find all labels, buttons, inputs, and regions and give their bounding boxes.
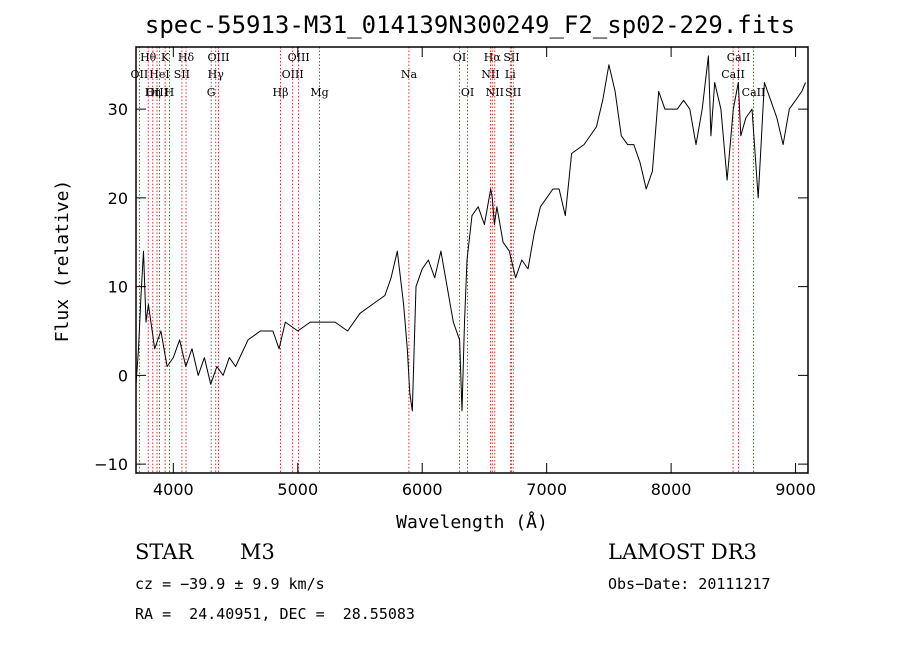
line-marker-label: OIII xyxy=(207,51,229,64)
y-tick-label: 10 xyxy=(108,278,128,297)
line-marker-label: Li xyxy=(505,68,516,81)
line-marker-label: OIII xyxy=(288,51,310,64)
line-marker-label: OIII xyxy=(282,68,304,81)
line-marker-label: SII xyxy=(503,51,519,64)
x-tick-label: 9000 xyxy=(775,480,816,499)
x-tick-label: 7000 xyxy=(526,480,567,499)
line-marker-label: OI xyxy=(453,51,466,64)
line-marker-label: Hθ xyxy=(140,51,157,64)
axes: 4000 5000 6000 7000 8000 9000 −10 0 10 20 30 xyxy=(94,47,816,499)
y-axis-label: Flux (relative) xyxy=(52,180,73,343)
line-marker-label: SII xyxy=(505,86,521,99)
line-marker-label: SII xyxy=(174,68,190,81)
line-marker-label: CaII xyxy=(727,51,751,64)
line-marker-label: OII xyxy=(131,68,149,81)
x-tick-label: 5000 xyxy=(277,480,318,499)
line-marker-label: Mg xyxy=(310,86,328,99)
line-marker-label: Na xyxy=(401,68,418,81)
x-axis-label: Wavelength (Å) xyxy=(396,511,548,533)
line-marker-label: K xyxy=(161,51,170,64)
line-marker-label: Hγ xyxy=(208,68,225,81)
spectrum-plot xyxy=(135,55,806,412)
line-marker-label: HeI xyxy=(149,68,169,81)
plot-frame xyxy=(135,46,809,474)
line-marker-label: CaII xyxy=(742,86,766,99)
line-marker-label: Hη xyxy=(145,86,161,99)
spectrum-line xyxy=(135,55,806,412)
y-tick-label: −10 xyxy=(94,455,128,474)
line-marker-label: H xyxy=(165,86,175,99)
sky-coordinates: RA = 24.40951, DEC = 28.55083 xyxy=(135,605,415,623)
redshift-velocity: cz = −39.9 ± 9.9 km/s xyxy=(135,575,325,593)
y-tick-label: 0 xyxy=(118,366,128,385)
y-tick-label: 30 xyxy=(108,100,128,119)
x-tick-label: 8000 xyxy=(651,480,692,499)
line-marker-label: NII xyxy=(481,68,499,81)
x-tick-label: 4000 xyxy=(153,480,194,499)
survey-name: LAMOST DR3 xyxy=(608,540,757,564)
object-subclass: M3 xyxy=(240,540,275,564)
line-marker-label: OIII xyxy=(146,86,168,99)
line-marker-label: OI xyxy=(461,86,474,99)
observation-date: Obs−Date: 20111217 xyxy=(608,575,771,593)
line-marker-label: CaII xyxy=(721,68,745,81)
line-marker-label: Hδ xyxy=(178,51,195,64)
chart-title: spec-55913-M31_014139N300249_F2_sp02-229… xyxy=(145,11,795,39)
line-marker-label: G xyxy=(207,86,216,99)
spectral-line-markers: Hθ OII OIII K HeI Hη H SII Hδ OIII Hγ G Hβ OIII OIII Mg… xyxy=(131,47,766,473)
x-tick-label: 6000 xyxy=(402,480,443,499)
line-marker-label: NII xyxy=(486,86,504,99)
object-class: STAR xyxy=(135,540,194,564)
line-marker-label: Hα xyxy=(484,51,502,64)
y-tick-label: 20 xyxy=(108,189,128,208)
line-marker-label: Hβ xyxy=(273,86,289,99)
